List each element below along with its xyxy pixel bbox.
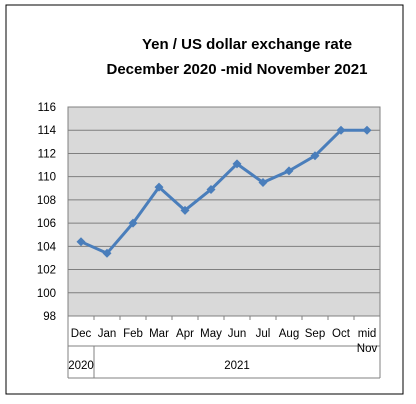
x-tick-label: Jun	[228, 328, 247, 340]
data-point	[154, 182, 164, 192]
y-tick-label: 98	[43, 311, 56, 323]
y-tick-label: 116	[38, 102, 56, 114]
x-tick-label: mid Nov	[357, 328, 378, 355]
data-point	[206, 184, 216, 194]
y-tick-label: 110	[38, 172, 56, 184]
data-point	[102, 248, 112, 258]
data-point	[284, 166, 294, 176]
y-axis: 98 100 102 104 106 108 110 112 114 116	[37, 102, 57, 323]
x-tick-label: May	[200, 328, 222, 340]
x-tick-label: Aug	[279, 328, 299, 340]
x-tick-label: Jan	[98, 328, 117, 340]
data-point	[180, 205, 190, 215]
y-tick-label: 100	[37, 288, 56, 300]
data-point	[362, 125, 372, 135]
data-point	[336, 125, 346, 135]
y-tick-label: 114	[38, 125, 57, 137]
y-tick-label: 104	[37, 241, 57, 253]
x-group-label: 2021	[224, 360, 250, 372]
x-group-label: 2020	[68, 360, 94, 372]
y-tick-label: 108	[37, 195, 56, 207]
data-point	[258, 177, 268, 187]
series-layer	[76, 125, 372, 258]
chart-title: Yen / US dollar exchange rate	[142, 36, 352, 53]
data-point	[128, 218, 138, 228]
x-tick-label: Sep	[305, 328, 325, 340]
data-point	[232, 159, 242, 169]
y-tick-label: 112	[38, 148, 56, 160]
x-axis-year-groups: 2020 2021	[68, 346, 250, 378]
x-tick-label: Apr	[176, 328, 194, 340]
x-tick-label: Oct	[332, 328, 351, 340]
chart-subtitle: December 2020 -mid November 2021	[107, 61, 368, 78]
x-tick-label: Dec	[71, 328, 92, 340]
x-tick-label: Mar	[149, 328, 169, 340]
series-line	[80, 128, 367, 255]
x-tick-label: Jul	[256, 328, 271, 340]
x-axis: Dec Jan Feb Mar Apr May Jun Jul Aug Sep Oct mid Nov	[67, 316, 381, 379]
data-point	[310, 151, 320, 161]
gridlines	[68, 129, 380, 294]
data-point	[76, 237, 86, 247]
y-tick-label: 102	[37, 265, 56, 277]
y-tick-label: 106	[37, 218, 56, 230]
x-tick-label: Feb	[123, 328, 143, 340]
